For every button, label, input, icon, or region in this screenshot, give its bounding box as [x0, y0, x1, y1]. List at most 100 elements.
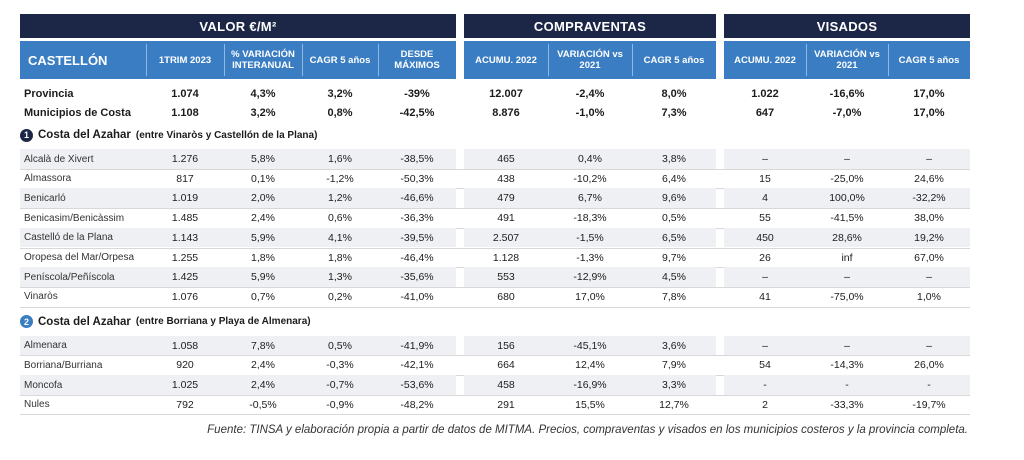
- table-cell: 2,4%: [251, 379, 275, 391]
- table-cell: 1,0%: [917, 290, 941, 303]
- table-cell: -1,5%: [576, 231, 604, 244]
- table-cell: 4: [762, 192, 768, 205]
- table-cell: 1.485: [171, 212, 199, 225]
- table-cell: -32,2%: [912, 192, 946, 205]
- table-cell: -10,2%: [573, 172, 607, 185]
- table-cell: 0,8%: [327, 107, 353, 119]
- table-cell: 5,9%: [251, 231, 275, 244]
- col-trim: 1TRIM 2023: [146, 41, 224, 79]
- table-cell: 0,6%: [328, 212, 352, 225]
- col-var-comp: VARIACIÓN vs 2021: [548, 41, 632, 79]
- table-cell: –: [762, 153, 768, 165]
- table-cell: 0,1%: [251, 172, 275, 185]
- table-cell: -2,4%: [575, 88, 605, 100]
- col-var-vis: VARIACIÓN vs 2021: [806, 41, 888, 79]
- table-cell: -7,0%: [832, 107, 862, 119]
- table-cell: 55: [759, 212, 771, 225]
- table-cell: 2.507: [492, 231, 520, 244]
- table-cell: 17,0%: [575, 290, 605, 303]
- row-label: Vinaròs: [24, 291, 58, 303]
- table-cell: 156: [497, 339, 515, 352]
- table-cell: 7,3%: [661, 107, 687, 119]
- row-label: Moncofa: [24, 379, 63, 391]
- row-label: Almassora: [24, 173, 72, 185]
- table-cell: 7,8%: [251, 339, 275, 352]
- table-cell: 7,9%: [662, 359, 686, 372]
- table-cell: -25,0%: [830, 172, 864, 185]
- table-cell: -38,5%: [400, 153, 434, 165]
- table-cell: 9,7%: [662, 251, 686, 264]
- section-subtitle: (entre Vinaròs y Castellón de la Plana): [135, 129, 318, 141]
- table-cell: 1.108: [171, 107, 199, 119]
- row-label: Municipios de Costa: [24, 107, 131, 119]
- table-cell: 3,3%: [662, 379, 686, 391]
- table-cell: 6,4%: [662, 172, 686, 185]
- table-cell: 28,6%: [832, 231, 862, 244]
- table-cell: 5,8%: [251, 153, 275, 165]
- table-cell: –: [844, 339, 850, 352]
- table-cell: 1.128: [492, 251, 520, 264]
- row-label: Benicarló: [24, 192, 66, 204]
- source-note: Fuente: TINSA y elaboración propia a par…: [207, 424, 968, 436]
- row-label: Benicasim/Benicàssim: [24, 212, 125, 224]
- table-cell: 1.058: [171, 339, 199, 352]
- table-cell: 1,3%: [328, 271, 352, 284]
- col-variacion-interanual: % VARIACIÓN INTERANUAL: [224, 41, 302, 79]
- table-cell: 3,6%: [662, 339, 686, 352]
- table-cell: 5,9%: [251, 271, 275, 284]
- table-cell: -14,3%: [830, 359, 864, 372]
- table-cell: 1,6%: [328, 153, 352, 165]
- table-cell: 26,0%: [914, 359, 944, 372]
- table-cell: 0,4%: [578, 153, 602, 165]
- table-cell: -36,3%: [400, 212, 434, 225]
- table-cell: -53,6%: [400, 379, 434, 391]
- table-cell: 1.276: [171, 153, 199, 165]
- table-cell: 7,8%: [662, 290, 686, 303]
- table-cell: 2,0%: [251, 192, 275, 205]
- col-castellon: CASTELLÓN: [20, 41, 146, 79]
- table-cell: 491: [497, 212, 515, 225]
- table-cell: -1,0%: [575, 107, 605, 119]
- table-cell: -18,3%: [573, 212, 607, 225]
- table-cell: -46,6%: [400, 192, 434, 205]
- table-cell: 680: [497, 290, 515, 303]
- table-cell: 1.022: [751, 88, 779, 100]
- table-cell: 2,4%: [251, 212, 275, 225]
- table-cell: 1.425: [171, 271, 199, 284]
- table-cell: 291: [497, 398, 515, 411]
- table-cell: -41,5%: [830, 212, 864, 225]
- table-cell: 6,5%: [662, 231, 686, 244]
- table-cell: 1,2%: [328, 192, 352, 205]
- table-cell: 0,7%: [251, 290, 275, 303]
- table-cell: 24,6%: [914, 172, 944, 185]
- header-compraventas: COMPRAVENTAS: [464, 14, 716, 38]
- table-cell: 438: [497, 172, 515, 185]
- table-cell: -33,3%: [830, 398, 864, 411]
- header-visados: VISADOS: [724, 14, 970, 38]
- table-cell: -1,2%: [326, 172, 354, 185]
- table-cell: -46,4%: [400, 251, 434, 264]
- table-cell: 2: [762, 398, 768, 411]
- table-cell: -0,9%: [326, 398, 354, 411]
- header-valor: VALOR €/M²: [20, 14, 456, 38]
- table-cell: 1,8%: [251, 251, 275, 264]
- row-label: Borriana/Burriana: [24, 359, 103, 371]
- table-cell: 100,0%: [829, 192, 865, 205]
- table-cell: -41,9%: [400, 339, 434, 352]
- table-cell: -42,5%: [399, 107, 435, 119]
- section-title: Costa del Azahar: [38, 129, 131, 141]
- section-header: 1 Costa del Azahar (entre Vinaròs y Castel…: [20, 126, 317, 144]
- table-cell: -45,1%: [573, 339, 607, 352]
- table-cell: 1.143: [171, 231, 199, 244]
- table-cell: -1,3%: [576, 251, 604, 264]
- table-cell: 3,2%: [327, 88, 353, 100]
- row-label: Peníscola/Peñíscola: [24, 271, 115, 283]
- table-cell: 8.876: [492, 107, 520, 119]
- table-cell: -48,2%: [400, 398, 434, 411]
- table-cell: 3,2%: [250, 107, 276, 119]
- table-cell: 2,4%: [251, 359, 275, 372]
- table-cell: 8,0%: [661, 88, 687, 100]
- table-cell: -75,0%: [830, 290, 864, 303]
- table-cell: –: [844, 271, 850, 284]
